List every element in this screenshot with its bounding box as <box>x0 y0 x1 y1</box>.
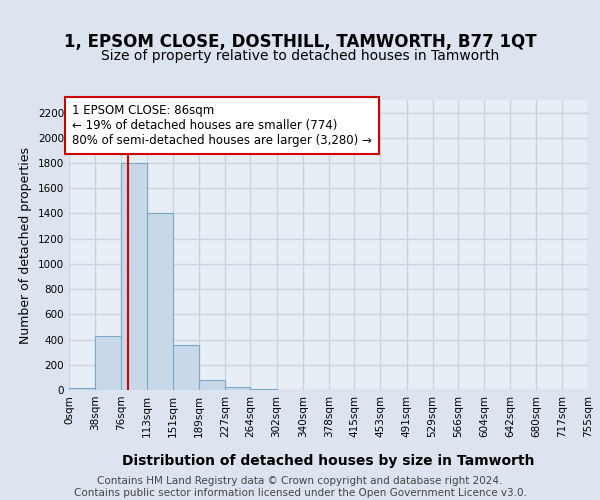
Bar <box>146 214 173 390</box>
Bar <box>69 388 95 390</box>
Bar <box>173 345 199 390</box>
Text: 1 EPSOM CLOSE: 86sqm
← 19% of detached houses are smaller (774)
80% of semi-deta: 1 EPSOM CLOSE: 86sqm ← 19% of detached h… <box>73 104 373 147</box>
Bar <box>250 388 277 390</box>
Bar <box>225 387 250 390</box>
Text: Contains HM Land Registry data © Crown copyright and database right 2024.
Contai: Contains HM Land Registry data © Crown c… <box>74 476 526 498</box>
Text: 1, EPSOM CLOSE, DOSTHILL, TAMWORTH, B77 1QT: 1, EPSOM CLOSE, DOSTHILL, TAMWORTH, B77 … <box>64 34 536 52</box>
Bar <box>121 163 146 390</box>
Bar <box>199 380 225 390</box>
X-axis label: Distribution of detached houses by size in Tamworth: Distribution of detached houses by size … <box>122 454 535 468</box>
Y-axis label: Number of detached properties: Number of detached properties <box>19 146 32 344</box>
Text: Size of property relative to detached houses in Tamworth: Size of property relative to detached ho… <box>101 49 499 63</box>
Bar <box>95 336 121 390</box>
